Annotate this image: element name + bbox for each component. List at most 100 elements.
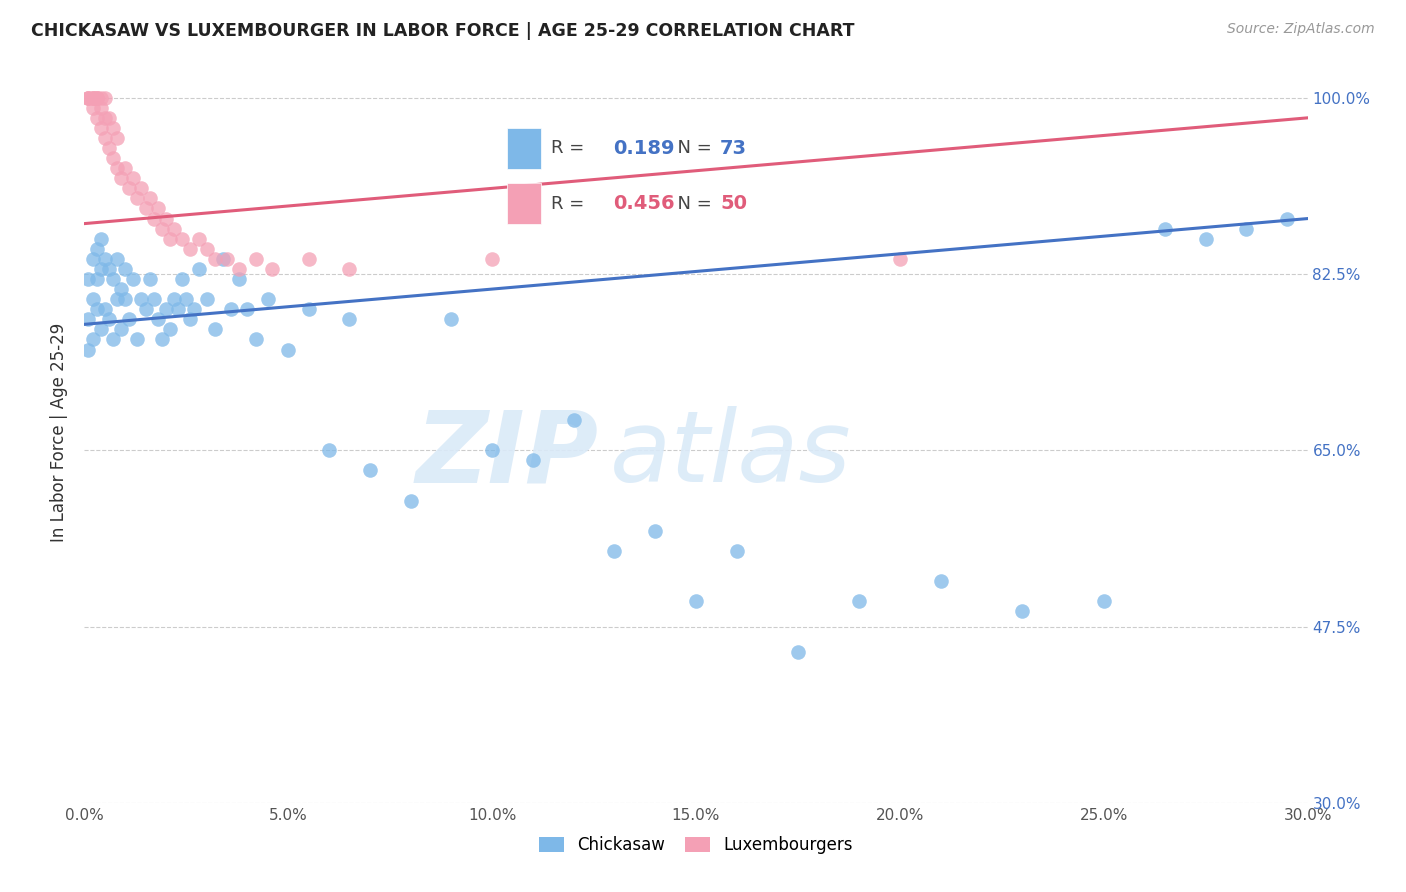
Point — [212, 252, 235, 266]
Point — [86, 272, 108, 286]
Point — [1092, 594, 1115, 608]
Point — [118, 312, 141, 326]
Point — [93, 302, 115, 317]
Point — [135, 202, 157, 216]
Point — [159, 322, 181, 336]
Point — [644, 524, 666, 538]
Point — [167, 302, 190, 317]
Point — [101, 120, 124, 135]
Point — [93, 252, 115, 266]
Text: 73: 73 — [720, 139, 747, 158]
Point — [172, 232, 194, 246]
Point — [138, 191, 160, 205]
Text: N =: N = — [665, 139, 717, 158]
Point — [163, 292, 186, 306]
Point — [93, 91, 115, 105]
Point — [481, 443, 503, 458]
Point — [77, 91, 100, 105]
Point — [146, 312, 169, 326]
Text: 0.456: 0.456 — [613, 194, 675, 213]
Point — [195, 242, 218, 256]
Point — [82, 292, 104, 306]
Point — [150, 333, 173, 347]
Point — [260, 261, 283, 276]
Point — [889, 252, 911, 266]
Point — [114, 261, 136, 276]
Point — [142, 211, 165, 226]
Point — [101, 333, 124, 347]
Point — [77, 91, 100, 105]
Point — [82, 91, 104, 105]
Point — [187, 232, 209, 246]
Point — [725, 544, 748, 558]
Text: 0.189: 0.189 — [613, 139, 675, 158]
Point — [685, 594, 707, 608]
Point — [848, 594, 870, 608]
Point — [155, 211, 177, 226]
Text: ZIP: ZIP — [415, 407, 598, 503]
Point — [481, 252, 503, 266]
Point — [163, 221, 186, 235]
Point — [93, 111, 115, 125]
Point — [122, 171, 145, 186]
Point — [150, 221, 173, 235]
Point — [204, 322, 226, 336]
Point — [82, 91, 104, 105]
Point — [339, 312, 361, 326]
Point — [110, 171, 132, 186]
Point — [127, 191, 149, 205]
Point — [155, 302, 177, 317]
Point — [359, 463, 381, 477]
Point — [228, 272, 250, 286]
Point — [298, 302, 321, 317]
Legend: Chickasaw, Luxembourgers: Chickasaw, Luxembourgers — [533, 830, 859, 861]
Point — [97, 111, 120, 125]
Point — [179, 312, 201, 326]
Point — [1277, 211, 1299, 226]
Point — [122, 272, 145, 286]
FancyBboxPatch shape — [508, 128, 541, 169]
Point — [318, 443, 340, 458]
Point — [77, 272, 100, 286]
Point — [82, 91, 104, 105]
Point — [183, 302, 205, 317]
Point — [562, 413, 585, 427]
Point — [236, 302, 259, 317]
Y-axis label: In Labor Force | Age 25-29: In Labor Force | Age 25-29 — [51, 323, 69, 542]
Point — [77, 343, 100, 357]
Point — [187, 261, 209, 276]
Point — [127, 333, 149, 347]
Text: R =: R = — [551, 139, 591, 158]
Point — [105, 131, 128, 145]
Point — [440, 312, 463, 326]
Point — [110, 322, 132, 336]
Text: atlas: atlas — [610, 407, 852, 503]
Point — [195, 292, 218, 306]
Point — [217, 252, 239, 266]
Text: 50: 50 — [720, 194, 747, 213]
Point — [82, 252, 104, 266]
Point — [118, 181, 141, 195]
Text: CHICKASAW VS LUXEMBOURGER IN LABOR FORCE | AGE 25-29 CORRELATION CHART: CHICKASAW VS LUXEMBOURGER IN LABOR FORCE… — [31, 22, 855, 40]
Point — [339, 261, 361, 276]
Point — [90, 322, 112, 336]
Point — [159, 232, 181, 246]
Point — [219, 302, 242, 317]
Point — [86, 91, 108, 105]
Point — [82, 333, 104, 347]
Point — [131, 292, 153, 306]
Point — [146, 202, 169, 216]
Point — [298, 252, 321, 266]
Point — [245, 252, 267, 266]
Point — [1236, 221, 1258, 235]
Point — [86, 91, 108, 105]
Point — [135, 302, 157, 317]
Point — [90, 232, 112, 246]
Point — [97, 141, 120, 155]
Point — [257, 292, 280, 306]
Point — [204, 252, 226, 266]
Point — [101, 151, 124, 165]
Text: Source: ZipAtlas.com: Source: ZipAtlas.com — [1227, 22, 1375, 37]
Point — [110, 282, 132, 296]
Point — [77, 91, 100, 105]
